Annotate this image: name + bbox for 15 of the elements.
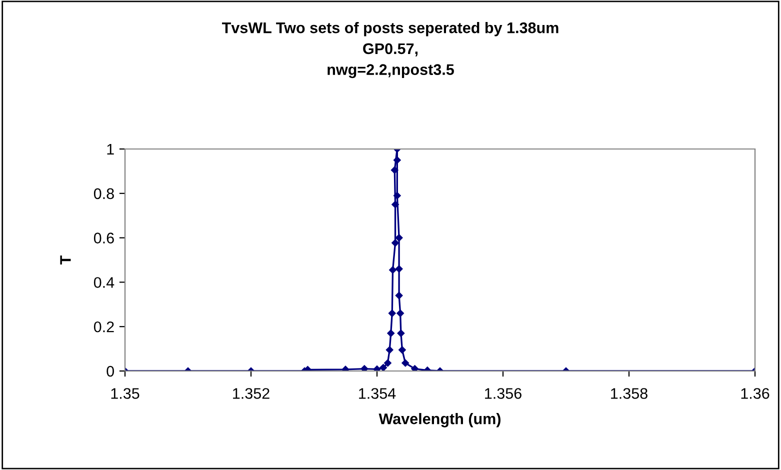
y-tick-label: 0.4 [94, 277, 114, 288]
x-axis-title: Wavelength (um) [378, 413, 500, 428]
x-tick-label: 1.356 [485, 388, 522, 399]
x-tick-label: 1.352 [233, 388, 270, 399]
y-tick-label: 0.6 [94, 232, 114, 244]
x-tick-label: 1.354 [359, 388, 396, 399]
y-tick-label: 0.2 [94, 321, 114, 332]
x-tick-label: 1.358 [611, 388, 648, 399]
x-tick-label: 1.36 [741, 388, 770, 399]
y-tick-label: 0 [106, 366, 114, 377]
y-tick-label: 0.8 [94, 188, 114, 200]
y-axis-title: T [60, 255, 71, 264]
x-tick-label: 1.35 [111, 388, 140, 399]
y-tick-label: 1 [107, 144, 114, 155]
chart-title: TvsWL Two sets of posts seperated by 1.38um GP0.57, nwg=2.2,npost3.5 [222, 22, 558, 78]
